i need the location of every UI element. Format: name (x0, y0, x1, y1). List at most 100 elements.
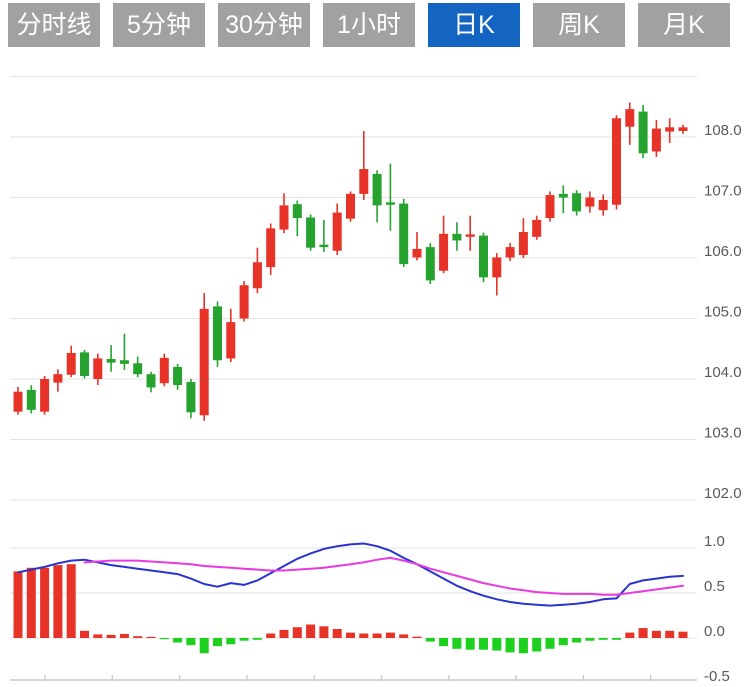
price-axis-label: 103.0 (704, 424, 742, 441)
candle-body-up (359, 169, 369, 194)
candle-body-up (279, 205, 289, 230)
macd-bar-positive (678, 631, 688, 638)
candle-body-up (266, 228, 276, 268)
candle-body-up (226, 322, 236, 359)
tab-4-period[interactable]: 1小时 (323, 3, 415, 47)
candle-body-down (186, 382, 196, 413)
candle-body-down (133, 363, 143, 375)
macd-bar-positive (66, 564, 76, 638)
candle-body-up (199, 308, 209, 416)
candle-body-up (545, 195, 555, 219)
tab-1-period[interactable]: 分时线 (8, 3, 100, 47)
macd-bar-positive (625, 632, 635, 638)
macd-bar-negative (505, 638, 515, 653)
macd-bar-negative (239, 638, 249, 641)
candle-body-up (53, 374, 63, 383)
candle-body-down (638, 111, 648, 154)
macd-bar-negative (186, 638, 196, 646)
candle-body-up (332, 212, 342, 251)
candle-body-down (119, 360, 129, 364)
macd-bar-negative (226, 638, 236, 645)
tab-2-period[interactable]: 5分钟 (113, 3, 205, 47)
macd-bar-positive (385, 632, 395, 638)
macd-bar-positive (146, 636, 156, 638)
macd-bar-positive (133, 636, 143, 638)
macd-bar-positive (359, 633, 369, 638)
candle-body-up (465, 234, 475, 237)
macd-bar-positive (26, 567, 36, 638)
macd-bar-positive (306, 624, 316, 638)
candle-body-up (252, 262, 262, 289)
candle-body-up (93, 358, 103, 379)
candle-body-up (412, 248, 422, 258)
candle-body-up (239, 285, 249, 319)
candle-body-down (479, 235, 488, 278)
macd-bar-positive (665, 630, 675, 638)
candle-body-down (26, 389, 36, 410)
candle-body-up (678, 127, 688, 131)
candle-body-up (439, 233, 449, 271)
candle-body-up (346, 193, 355, 219)
price-axis-label: 108.0 (704, 122, 742, 139)
candle-body-up (651, 128, 661, 152)
macd-bar-positive (319, 626, 329, 638)
macd-bar-positive (412, 636, 422, 638)
candle-body-up (159, 357, 169, 384)
tab-7-period[interactable]: 月K (638, 3, 730, 47)
macd-bar-positive (372, 633, 382, 638)
price-axis-label: 106.0 (704, 243, 742, 260)
tab-5-active[interactable]: 日K (428, 3, 520, 47)
macd-bar-negative (518, 638, 528, 654)
macd-bar-positive (638, 628, 648, 638)
candle-body-down (146, 374, 156, 388)
macd-bar-negative (213, 638, 222, 647)
macd-bar-negative (558, 638, 568, 646)
price-axis-label: 107.0 (704, 182, 742, 199)
candle-body-up (585, 197, 595, 207)
price-axis-label: 105.0 (704, 303, 742, 320)
candle-body-down (306, 217, 316, 248)
macd-bar-negative (439, 638, 449, 647)
macd-bar-positive (106, 634, 116, 638)
candle-body-down (292, 204, 302, 219)
macd-bar-positive (346, 632, 355, 638)
macd-axis-label: 1.0 (704, 533, 725, 550)
candle-body-up (66, 352, 76, 375)
candle-body-down (452, 233, 462, 241)
macd-bar-positive (93, 634, 103, 638)
price-axis-label: 102.0 (704, 485, 742, 502)
macd-bar-negative (598, 638, 608, 640)
macd-bar-positive (13, 571, 23, 638)
macd-bar-negative (252, 638, 262, 640)
candle-body-down (173, 366, 183, 386)
macd-bar-negative (492, 638, 502, 651)
macd-bar-negative (572, 638, 582, 643)
macd-axis-label: 0.5 (704, 578, 725, 595)
macd-bar-negative (425, 638, 435, 642)
tab-6-period[interactable]: 周K (533, 3, 625, 47)
macd-axis-label: 0.0 (704, 623, 725, 640)
macd-bar-negative (612, 638, 621, 640)
macd-bar-negative (199, 638, 209, 654)
candle-body-down (558, 193, 568, 198)
macd-bar-positive (53, 565, 63, 638)
macd-bar-negative (479, 638, 488, 650)
candle-body-up (532, 219, 542, 237)
candle-body-up (13, 391, 23, 412)
dif-line (17, 542, 684, 607)
macd-bar-negative (465, 638, 475, 650)
price-gridlines: 108.0 107.0 106.0 105.0 104.0 103.0 102.0 (10, 76, 742, 502)
macd-bar-negative (585, 638, 595, 641)
candle-body-up (665, 127, 675, 132)
macd-bar-positive (292, 627, 302, 638)
candle-body-down (106, 359, 116, 363)
candle-body-down (372, 173, 382, 206)
macd-bar-negative (532, 638, 542, 652)
candle-body-down (319, 244, 329, 248)
macd-bar-negative (159, 638, 169, 640)
candle-body-down (572, 193, 582, 212)
macd-bar-positive (40, 567, 50, 638)
macd-bar-positive (399, 634, 409, 638)
tab-3-period[interactable]: 30分钟 (218, 3, 310, 47)
